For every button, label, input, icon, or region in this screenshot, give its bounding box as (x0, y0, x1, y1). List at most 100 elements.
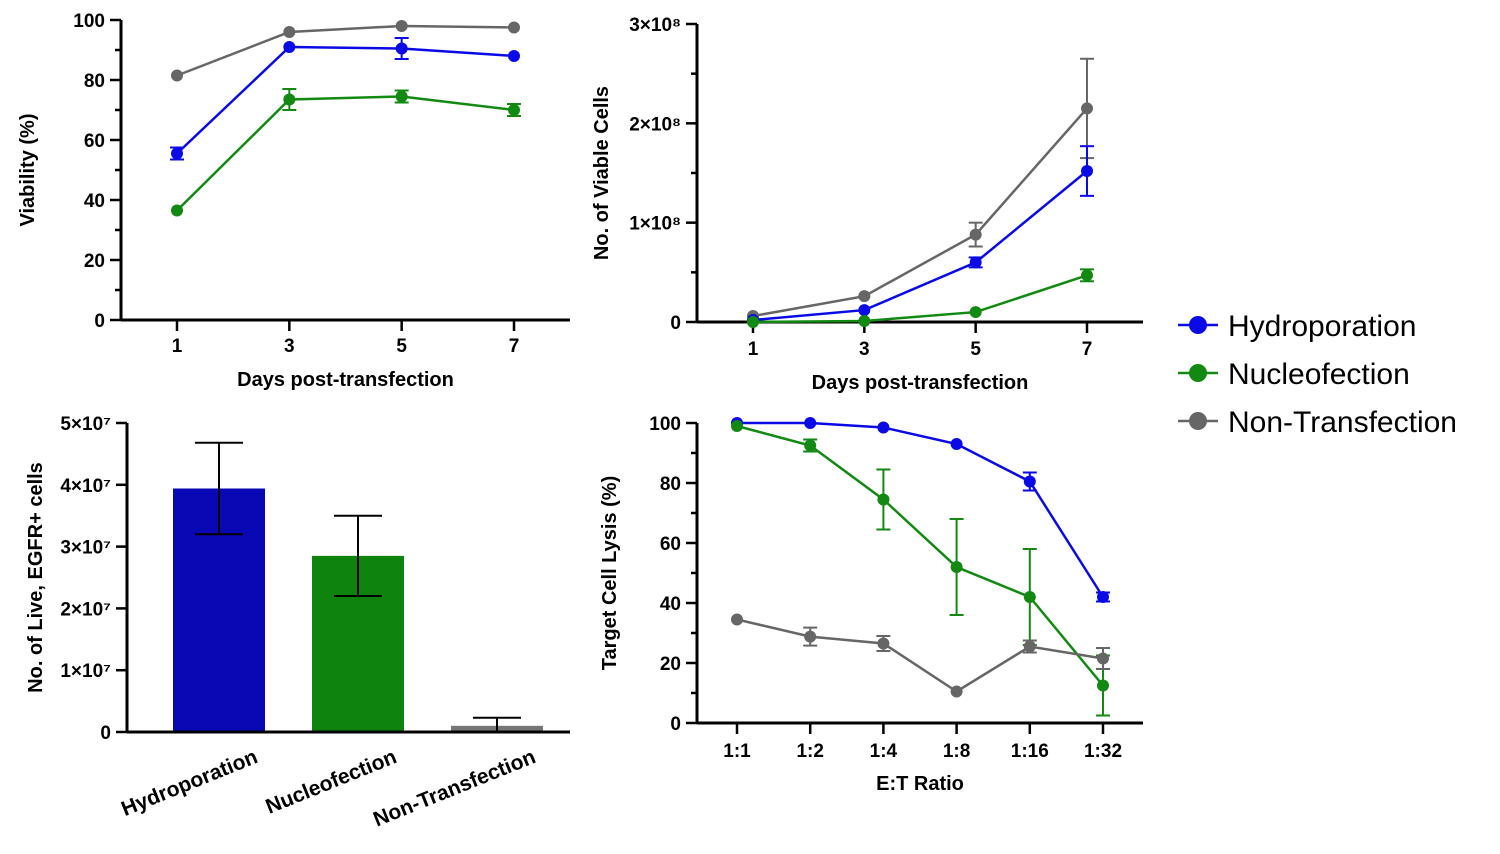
y-tick-label: 100 (73, 11, 105, 32)
legend-entry-nucleofection: Nucleofection (1178, 358, 1410, 391)
series-line-nucleofection (752, 274, 1088, 324)
data-point (171, 69, 183, 82)
data-point (858, 315, 871, 328)
x-tick-label: 1:8 (943, 741, 970, 762)
data-point (1081, 269, 1093, 282)
series-line-nucleofection (176, 95, 515, 212)
data-point (858, 304, 871, 317)
series-hydroporation (731, 417, 1110, 603)
y-axis-title: Viability (%) (17, 114, 39, 227)
x-tick-label: 5 (970, 339, 981, 360)
data-point (508, 50, 520, 62)
series-non-transfection (731, 613, 1110, 698)
x-tick-label: 1 (748, 339, 759, 360)
y-tick-label: 3×10⁸ (629, 15, 681, 36)
x-tick-label: 1:4 (870, 741, 898, 762)
data-point (731, 420, 743, 432)
x-tick-label: 7 (1082, 339, 1093, 360)
data-point (731, 613, 743, 626)
egfr-cells-bar-chart: Hydroporation NucleofectionNon-Transfecti… (25, 414, 570, 831)
legend-entry-non-transfection: Non-Transfection (1178, 406, 1457, 439)
data-point (950, 685, 963, 698)
y-tick-label: 2×10⁷ (60, 599, 111, 620)
legend: Hydroporation Nucleofection Non-Transfecti… (1178, 310, 1457, 439)
y-axis-title: No. of Viable Cells (591, 86, 613, 260)
legend-label: Nucleofection (1228, 358, 1410, 391)
data-point (1097, 652, 1109, 665)
series-nucleofection (171, 88, 521, 217)
data-point (804, 439, 817, 452)
y-tick-label: 0 (94, 311, 105, 332)
data-point (877, 421, 890, 434)
data-point (1081, 165, 1093, 178)
series-line-hydroporation (176, 45, 515, 155)
y-axis-title: No. of Live, EGFR+ cells (25, 462, 47, 693)
y-tick-label: 100 (649, 414, 681, 435)
y-tick-label: 0 (670, 714, 681, 735)
x-tick-label: 5 (396, 336, 407, 357)
data-point (1023, 640, 1036, 653)
legend-marker (1189, 412, 1207, 430)
x-axis-title: Days post-transfection (812, 372, 1029, 394)
data-point (171, 147, 183, 160)
data-point (283, 93, 296, 106)
target-cell-lysis-chart: 1:1 1:2 1:4 1:8 1:16 1:32 E:T Ratio 0 20 40 60 80 10… (599, 414, 1143, 795)
series-line-hydroporation (737, 421, 1105, 598)
y-tick-label: 5×10⁷ (60, 414, 111, 435)
x-axis-title: Days post-transfection (237, 369, 454, 391)
data-point (804, 630, 817, 643)
viability-chart: 1 3 5 7 Days post-transfection 0 20 40 60 80 100 Vi… (17, 11, 570, 391)
y-tick-label: 2×10⁸ (629, 114, 681, 135)
data-point (969, 256, 982, 269)
data-point (1081, 102, 1093, 115)
data-point (283, 26, 296, 38)
x-axis-title: E:T Ratio (876, 773, 964, 795)
y-tick-label: 60 (660, 534, 681, 555)
y-tick-label: 20 (660, 654, 681, 675)
series-line-nucleofection (736, 424, 1104, 687)
legend-label: Non-Transfection (1228, 406, 1457, 439)
data-point (969, 306, 982, 319)
x-tick-label: 1 (172, 336, 183, 357)
y-tick-label: 40 (660, 594, 681, 615)
data-point (950, 438, 963, 450)
data-point (395, 42, 408, 55)
y-tick-label: 4×10⁷ (60, 476, 111, 497)
series-hydroporation (170, 37, 520, 161)
data-point (804, 417, 817, 429)
series-line-non-transfection (176, 24, 515, 77)
x-tick-label: 7 (509, 336, 520, 357)
series-non-transfection (747, 57, 1094, 323)
x-tick-label: 1:2 (796, 741, 823, 762)
series-line-non-transfection (736, 618, 1104, 693)
viable-cells-chart: 1 3 5 7 Days post-transfection 0 1×10⁸ 2×10⁸ 3×1… (591, 15, 1143, 394)
data-point (508, 21, 520, 34)
y-tick-label: 1×10⁸ (629, 214, 681, 235)
series-nucleofection (747, 268, 1094, 328)
data-point (1097, 679, 1109, 692)
y-tick-label: 1×10⁷ (60, 661, 111, 682)
data-point (950, 561, 963, 573)
y-tick-label: 0 (670, 313, 681, 334)
legend-label: Hydroporation (1228, 310, 1416, 343)
y-tick-label: 20 (84, 251, 105, 272)
legend-marker (1189, 364, 1207, 382)
data-point (395, 20, 408, 32)
y-axis-title: Target Cell Lysis (%) (599, 476, 621, 671)
series-line-hydroporation (752, 170, 1088, 322)
data-point (858, 290, 871, 303)
data-point (1023, 591, 1036, 603)
data-point (171, 204, 183, 217)
data-point (283, 41, 296, 53)
data-point (395, 90, 408, 103)
y-tick-label: 80 (660, 474, 681, 495)
x-tick-label: 1:1 (723, 741, 751, 762)
x-tick-label: 3 (859, 339, 870, 360)
data-point (1097, 591, 1109, 603)
x-tick-label: 1:32 (1084, 741, 1122, 762)
series-hydroporation (747, 145, 1094, 327)
series-non-transfection (171, 20, 520, 82)
y-tick-label: 80 (84, 71, 105, 92)
y-tick-label: 60 (84, 131, 105, 152)
